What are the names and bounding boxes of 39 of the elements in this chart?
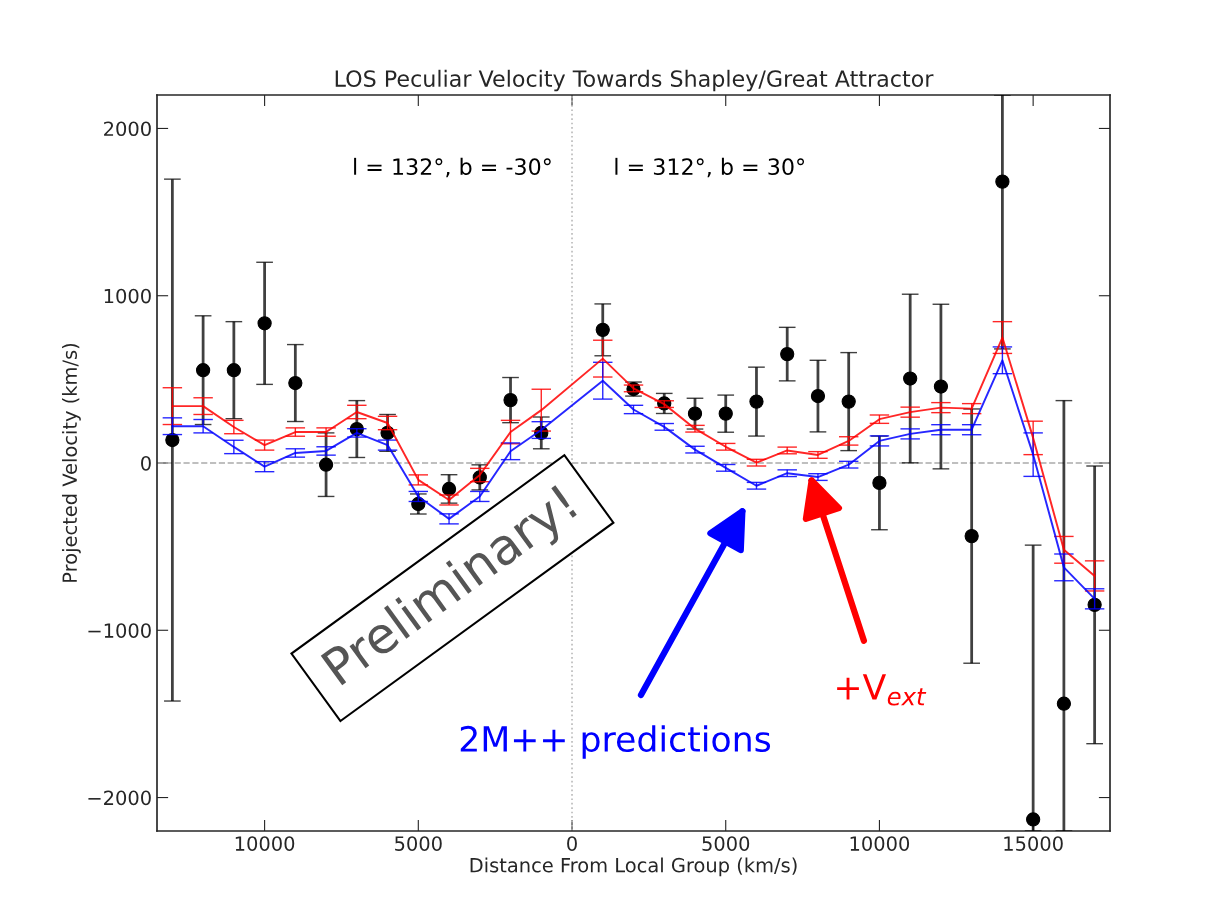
point [195, 363, 211, 378]
point [903, 371, 918, 386]
point [810, 388, 826, 404]
point [595, 322, 610, 337]
x-tick-label: 10000 [850, 836, 910, 851]
point [933, 379, 949, 394]
annotation: l = 312°, b = 30° [615, 157, 805, 178]
point [1056, 696, 1072, 711]
point [995, 174, 1010, 189]
point [503, 392, 518, 408]
y-tick-label: −1000 [88, 623, 151, 638]
x-tick-label: 5000 [702, 836, 750, 851]
point [964, 528, 979, 544]
point [318, 457, 334, 472]
point [872, 475, 887, 491]
chart-title: LOS Peculiar Velocity Towards Shapley/Great Attractor [335, 69, 934, 92]
y-tick-label: 0 [141, 455, 151, 471]
x-tick-label: 0 [567, 836, 577, 851]
point [165, 432, 180, 448]
point [841, 394, 856, 409]
x-tick-label: 5000 [395, 836, 442, 851]
text: +V$_{ext}$ [837, 674, 927, 706]
x-axis-title: Distance From Local Group (km/s) [470, 857, 797, 877]
y-axis-title: Projected Velocity (km/s) [61, 343, 81, 582]
y-tick-label: 1000 [104, 288, 151, 304]
point [749, 394, 764, 409]
point [257, 316, 272, 331]
point [718, 406, 733, 421]
y-tick-label: −2000 [88, 790, 151, 806]
x-tick-label: 10000 [235, 836, 295, 851]
y-tick-label: 2000 [104, 121, 151, 137]
point [288, 375, 303, 391]
text: 2M++ predictions [460, 725, 771, 759]
annotation: l = 132°, b = -30° [354, 157, 551, 178]
point [226, 363, 241, 378]
point [1026, 812, 1041, 827]
point [687, 406, 703, 421]
x-tick-label: 15000 [1004, 836, 1063, 851]
point [780, 346, 795, 362]
